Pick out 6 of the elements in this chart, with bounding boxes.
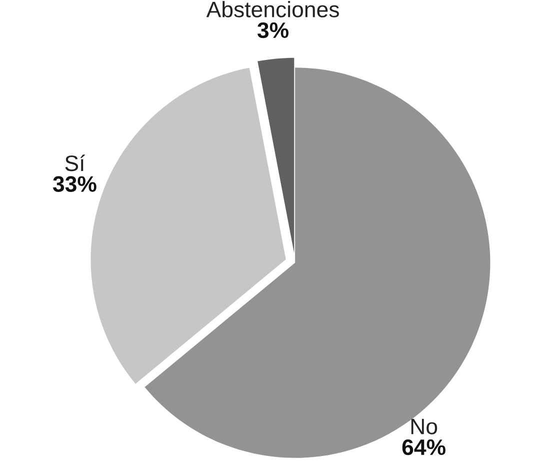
- slice-label: No: [411, 418, 438, 434]
- slice-label: Abstenciones: [206, 1, 339, 18]
- slice-label: Sí: [65, 154, 86, 172]
- data-label: 64%: [402, 439, 446, 456]
- data-label: 33%: [52, 176, 96, 192]
- data-label: 3%: [257, 22, 288, 38]
